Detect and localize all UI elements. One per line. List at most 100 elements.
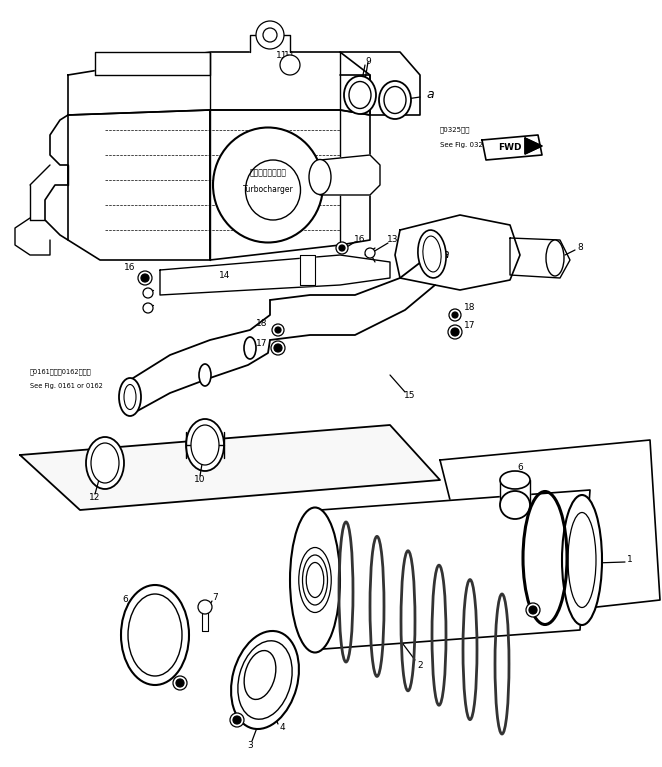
- Circle shape: [275, 327, 281, 333]
- Polygon shape: [310, 490, 590, 650]
- Ellipse shape: [119, 378, 141, 416]
- Polygon shape: [160, 255, 390, 295]
- Text: 10: 10: [194, 476, 206, 485]
- Polygon shape: [300, 255, 315, 285]
- Circle shape: [143, 288, 153, 298]
- Polygon shape: [395, 215, 520, 290]
- Ellipse shape: [423, 236, 441, 272]
- Circle shape: [233, 716, 241, 724]
- Polygon shape: [270, 255, 435, 340]
- Polygon shape: [68, 52, 370, 115]
- Text: 17: 17: [464, 321, 476, 331]
- Polygon shape: [500, 480, 530, 505]
- Text: 16: 16: [354, 235, 365, 245]
- Text: 11: 11: [284, 51, 296, 60]
- Ellipse shape: [244, 337, 256, 359]
- Text: a: a: [426, 88, 434, 101]
- Circle shape: [529, 606, 537, 614]
- Polygon shape: [250, 35, 290, 52]
- Circle shape: [198, 600, 212, 614]
- Ellipse shape: [91, 443, 119, 483]
- Polygon shape: [482, 135, 542, 160]
- Polygon shape: [340, 52, 420, 115]
- Text: 図0161または0162図参照: 図0161または0162図参照: [30, 369, 91, 375]
- Ellipse shape: [213, 127, 323, 242]
- Text: 8: 8: [577, 243, 583, 252]
- Text: 図0325参照: 図0325参照: [440, 127, 471, 133]
- Text: 14: 14: [219, 271, 230, 279]
- Ellipse shape: [124, 384, 136, 410]
- Ellipse shape: [500, 471, 530, 489]
- Text: 9: 9: [365, 58, 371, 67]
- Text: 5: 5: [545, 614, 551, 623]
- Ellipse shape: [290, 508, 340, 653]
- Polygon shape: [202, 610, 208, 631]
- Text: 7: 7: [212, 594, 218, 603]
- Circle shape: [452, 312, 458, 318]
- Ellipse shape: [384, 87, 406, 114]
- Circle shape: [339, 245, 345, 251]
- Ellipse shape: [238, 640, 292, 719]
- Text: 15: 15: [404, 390, 416, 400]
- Ellipse shape: [86, 437, 124, 489]
- Text: See Fig. 0161 or 0162: See Fig. 0161 or 0162: [30, 383, 103, 389]
- Ellipse shape: [191, 425, 219, 465]
- Circle shape: [141, 274, 149, 282]
- Text: a: a: [441, 249, 449, 262]
- Text: 13: 13: [387, 235, 399, 245]
- Text: FWD: FWD: [498, 143, 522, 153]
- Text: Turbocharger: Turbocharger: [243, 185, 293, 193]
- Circle shape: [365, 248, 375, 258]
- Circle shape: [138, 271, 152, 285]
- Circle shape: [451, 328, 459, 336]
- Ellipse shape: [309, 160, 331, 195]
- Text: 12: 12: [89, 493, 101, 502]
- Polygon shape: [510, 238, 570, 278]
- Ellipse shape: [562, 495, 602, 625]
- Circle shape: [173, 676, 187, 690]
- Ellipse shape: [128, 594, 182, 676]
- Circle shape: [256, 21, 284, 49]
- Circle shape: [449, 309, 461, 321]
- Ellipse shape: [418, 230, 446, 278]
- Polygon shape: [68, 110, 210, 260]
- Circle shape: [336, 242, 348, 254]
- Ellipse shape: [349, 81, 371, 108]
- Circle shape: [274, 344, 282, 352]
- Circle shape: [176, 679, 184, 687]
- Circle shape: [271, 341, 285, 355]
- Circle shape: [230, 713, 244, 727]
- Text: 18: 18: [256, 318, 267, 328]
- Text: 2: 2: [417, 660, 423, 670]
- Circle shape: [263, 28, 277, 42]
- Ellipse shape: [344, 76, 376, 114]
- Polygon shape: [130, 300, 270, 415]
- Circle shape: [448, 325, 462, 339]
- Polygon shape: [20, 425, 440, 510]
- Text: 6: 6: [122, 595, 128, 604]
- Polygon shape: [95, 52, 210, 75]
- Ellipse shape: [199, 364, 211, 386]
- Text: 3: 3: [247, 740, 253, 749]
- Ellipse shape: [546, 240, 564, 276]
- Ellipse shape: [500, 491, 530, 519]
- Polygon shape: [320, 155, 380, 195]
- Text: 18: 18: [464, 302, 476, 311]
- Circle shape: [143, 303, 153, 313]
- Polygon shape: [525, 138, 542, 154]
- Circle shape: [526, 603, 540, 617]
- Ellipse shape: [246, 160, 301, 220]
- Text: 11: 11: [276, 51, 288, 60]
- Ellipse shape: [379, 81, 411, 119]
- Text: 1: 1: [627, 555, 633, 565]
- Ellipse shape: [121, 585, 189, 685]
- Text: 4: 4: [279, 723, 285, 732]
- Text: 6: 6: [517, 463, 523, 472]
- Text: ターボチャージャ: ターボチャージャ: [250, 169, 287, 177]
- Circle shape: [280, 55, 300, 75]
- Circle shape: [272, 324, 284, 336]
- Text: 16: 16: [124, 264, 136, 272]
- Polygon shape: [210, 110, 370, 260]
- Ellipse shape: [186, 419, 224, 471]
- Ellipse shape: [231, 631, 299, 729]
